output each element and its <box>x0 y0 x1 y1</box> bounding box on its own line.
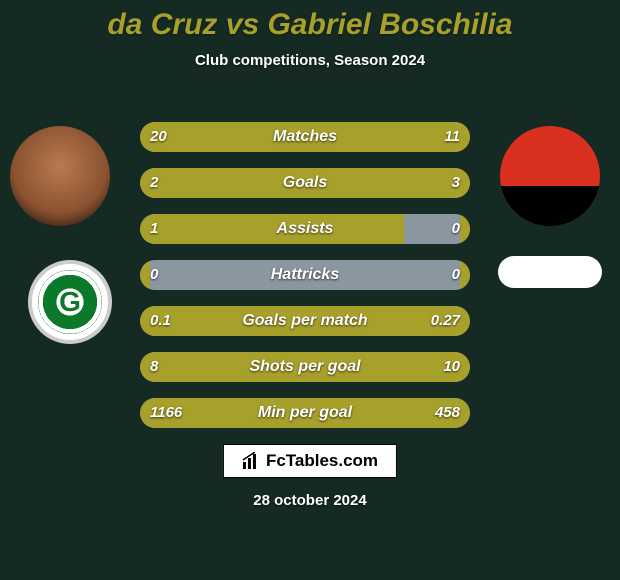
stat-label: Assists <box>140 214 470 244</box>
chart-icon <box>242 452 260 470</box>
stat-value-right: 0 <box>452 260 460 290</box>
stat-row: Hattricks0 0 <box>140 260 470 290</box>
avatar-placeholder-icon <box>500 126 600 226</box>
stat-value-right: 3 <box>452 168 460 198</box>
stat-row: Min per goal1166 458 <box>140 398 470 428</box>
stat-value-left: 1 <box>150 214 158 244</box>
stat-label: Shots per goal <box>140 352 470 382</box>
avatar-placeholder-icon <box>10 126 110 226</box>
stat-label: Goals per match <box>140 306 470 336</box>
stat-row: Goals2 3 <box>140 168 470 198</box>
stat-row: Shots per goal8 10 <box>140 352 470 382</box>
left-player-avatar <box>10 126 110 226</box>
stat-value-left: 1166 <box>150 398 182 428</box>
stat-value-right: 458 <box>435 398 460 428</box>
branding-badge: FcTables.com <box>223 444 397 478</box>
left-club-badge: G <box>28 260 112 344</box>
page-title: da Cruz vs Gabriel Boschilia <box>0 0 620 42</box>
stat-value-right: 0 <box>452 214 460 244</box>
stat-value-right: 0.27 <box>431 306 460 336</box>
club-logo-icon: G <box>38 270 102 334</box>
stat-bars: Matches2011Goals23Assists10Hattricks00Go… <box>140 122 470 444</box>
right-player-avatar <box>500 126 600 226</box>
stat-value-left: 0 <box>150 260 158 290</box>
comparison-infographic: da Cruz vs Gabriel Boschilia Club compet… <box>0 0 620 580</box>
season-subtitle: Club competitions, Season 2024 <box>0 52 620 69</box>
branding-text: FcTables.com <box>266 451 378 471</box>
stat-label: Min per goal <box>140 398 470 428</box>
stat-value-right: 10 <box>443 352 460 382</box>
stat-row: Matches20 11 <box>140 122 470 152</box>
date-caption: 28 october 2024 <box>0 492 620 509</box>
right-club-badge <box>498 256 602 288</box>
stat-label: Goals <box>140 168 470 198</box>
stat-value-left: 8 <box>150 352 158 382</box>
stat-label: Matches <box>140 122 470 152</box>
stat-value-right: 11 <box>444 122 460 152</box>
stat-row: Assists1 0 <box>140 214 470 244</box>
stat-value-left: 0.1 <box>150 306 171 336</box>
stat-row: Goals per match0.1 0.27 <box>140 306 470 336</box>
stat-value-left: 2 <box>150 168 158 198</box>
stat-label: Hattricks <box>140 260 470 290</box>
stat-value-left: 20 <box>150 122 167 152</box>
